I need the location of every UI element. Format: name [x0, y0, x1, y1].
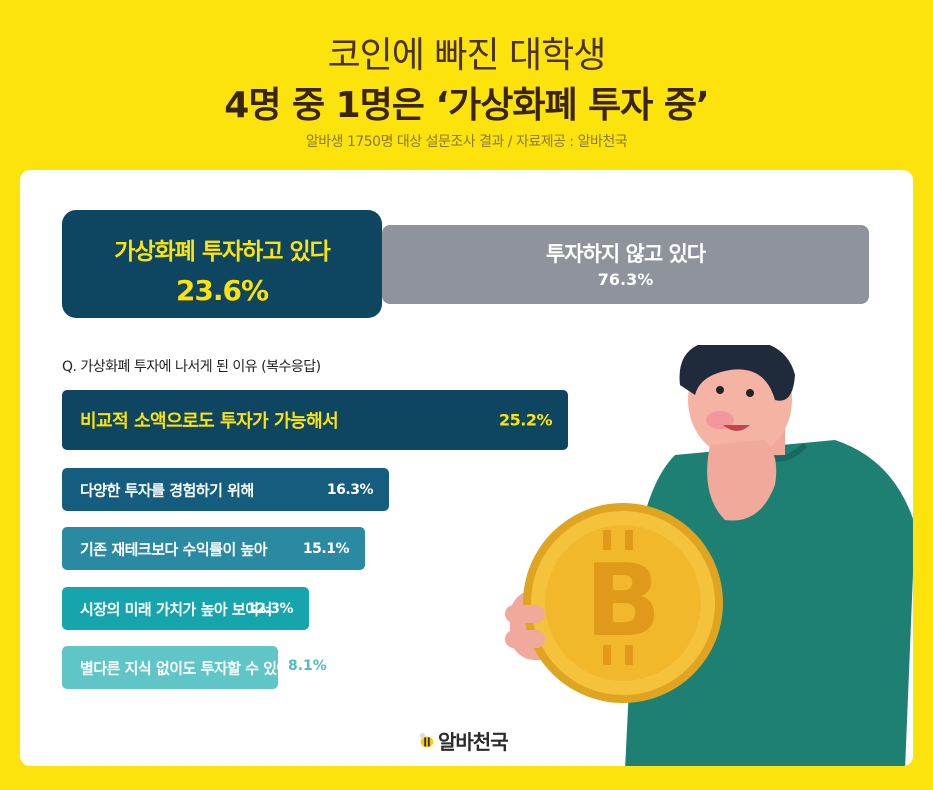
not-invested-label: 투자하지 않고 있다: [545, 242, 706, 266]
reason-bar-value: 25.2%: [498, 410, 553, 430]
reason-bar-label: 별다른 지식 없이도 투자할 수 있어서: [80, 659, 304, 677]
svg-text:B: B: [585, 542, 661, 659]
title-line1: 코인에 빠진 대학생: [327, 35, 607, 76]
content-panel: 가상화폐 투자하고 있다 23.6% 투자하지 않고 있다 76.3% Q. 가…: [20, 170, 913, 766]
reason-bar-value: 16.3%: [326, 481, 374, 498]
reason-bar: 기존 재테크보다 수익률이 높아 15.1%: [62, 527, 365, 570]
invested-value: 23.6%: [175, 274, 269, 307]
reason-bar-label: 시장의 미래 가치가 높아 보여서: [80, 600, 272, 618]
albachunguk-logo: 알바천국: [418, 726, 509, 755]
reason-bar: 시장의 미래 가치가 높아 보여서 12.3%: [62, 587, 309, 630]
question-text: Q. 가상화폐 투자에 나서게 된 이유 (복수응답): [62, 359, 321, 375]
reason-bar: 비교적 소액으로도 투자가 가능해서 25.2%: [62, 390, 568, 450]
reason-bar-label: 다양한 투자를 경험하기 위해: [80, 481, 254, 499]
reason-bar-label: 비교적 소액으로도 투자가 가능해서: [80, 411, 339, 432]
reason-bar: 별다른 지식 없이도 투자할 수 있어서: [62, 646, 304, 689]
source-note: 알바생 1750명 대상 설문조사 결과 / 자료제공 : 알바천국: [305, 134, 628, 150]
reason-bar-label: 기존 재테크보다 수익률이 높아: [80, 540, 268, 558]
title-line2: 4명 중 1명은 ‘가상화폐 투자 중’: [224, 85, 709, 126]
invested-label: 가상화폐 투자하고 있다: [114, 239, 331, 265]
not-invested-value: 76.3%: [597, 270, 654, 289]
person-with-bitcoin-illustration: B: [505, 345, 913, 766]
reason-bar: 다양한 투자를 경험하기 위해 16.3%: [62, 468, 389, 511]
bee-icon: [419, 732, 434, 747]
reason-bar-value: 8.1%: [288, 658, 327, 674]
invested-summary-box: 가상화폐 투자하고 있다 23.6%: [62, 210, 382, 318]
reason-bar-value: 15.1%: [302, 540, 350, 557]
not-invested-summary-box: 투자하지 않고 있다 76.3%: [382, 225, 869, 304]
logo-text: 알바천국: [438, 730, 509, 754]
reason-bar-value: 12.3%: [246, 600, 294, 617]
